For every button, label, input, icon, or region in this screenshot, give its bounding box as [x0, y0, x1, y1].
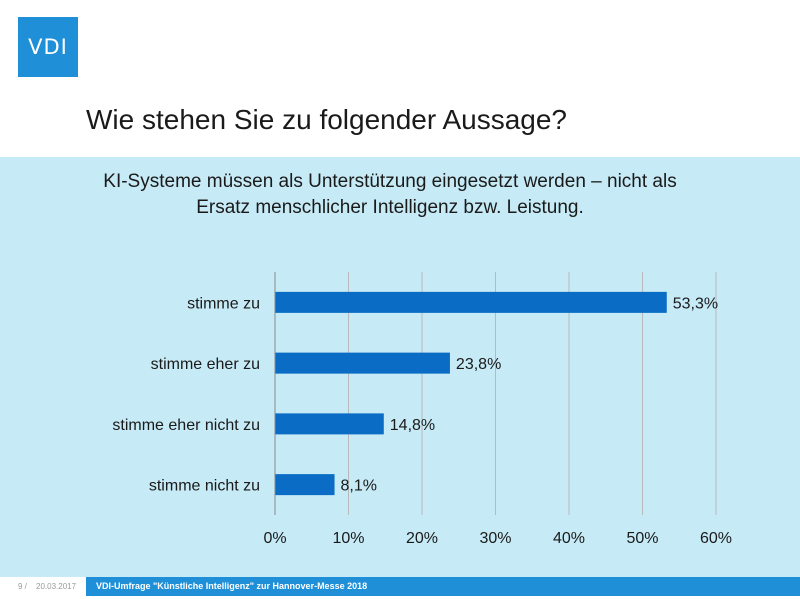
footer: 9 / 20.03.2017 VDI-Umfrage "Künstliche I…	[0, 577, 800, 599]
footer-page-number: 9 /	[18, 582, 27, 591]
chart-area: KI-Systeme müssen als Unterstützung eing…	[0, 157, 800, 577]
data-label: 53,3%	[673, 295, 718, 312]
bar-chart: 0% 10% 20% 30% 40% 50% 60% stimme zu 53,3% stimme…	[112, 272, 732, 547]
x-tick-label: 10%	[332, 530, 364, 547]
x-tick-label: 40%	[553, 530, 585, 547]
data-label: 14,8%	[390, 417, 435, 434]
data-label: 8,1%	[341, 478, 377, 495]
x-tick-label: 20%	[406, 530, 438, 547]
footer-text: VDI-Umfrage "Künstliche Intelligenz" zur…	[96, 581, 368, 591]
category-label: stimme nicht zu	[149, 478, 260, 495]
x-tick-label: 50%	[626, 530, 658, 547]
bar	[275, 413, 384, 435]
bar	[275, 474, 335, 496]
footer-bar: VDI-Umfrage "Künstliche Intelligenz" zur…	[86, 577, 800, 596]
category-label: stimme eher zu	[151, 356, 260, 373]
footer-date: 20.03.2017	[36, 582, 77, 591]
vdi-logo: VDI	[18, 17, 78, 77]
data-label: 23,8%	[456, 356, 501, 373]
chart-title: KI-Systeme müssen als Unterstützung eing…	[103, 171, 677, 218]
x-tick-label: 60%	[700, 530, 732, 547]
x-tick-label: 30%	[479, 530, 511, 547]
x-tick-label: 0%	[263, 530, 286, 547]
category-label: stimme eher nicht zu	[112, 417, 260, 434]
slide-title: Wie stehen Sie zu folgender Aussage?	[86, 104, 567, 135]
bar	[275, 352, 450, 374]
bar	[275, 291, 667, 313]
category-label: stimme zu	[187, 295, 260, 312]
